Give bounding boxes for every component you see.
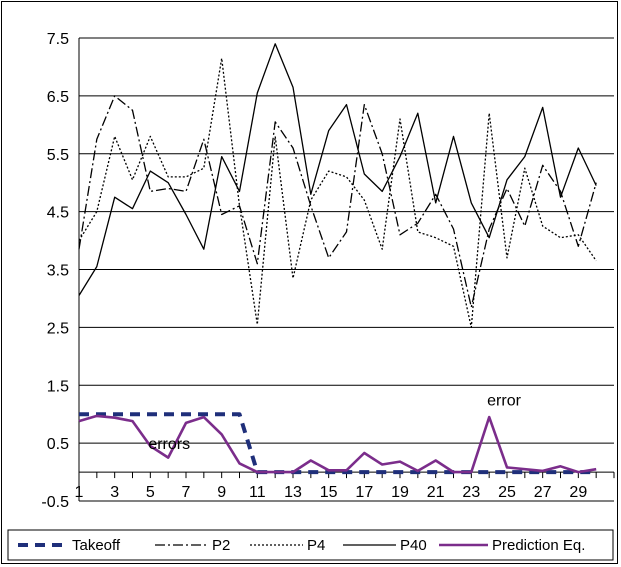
legend-label: P4 [307,537,325,554]
x-tick-label: 13 [284,484,302,501]
x-tick-label: 7 [182,484,191,501]
x-tick-label: 19 [391,484,409,501]
legend-label: P40 [400,537,427,554]
y-tick-label: 3.5 [47,263,69,280]
series-line-p40 [78,43,597,296]
y-tick-label: 7.5 [47,31,69,48]
series-line-takeoff [79,412,597,475]
x-tick-label: 9 [217,484,226,501]
y-tick-label: 5.5 [47,147,69,164]
x-tick-label: 27 [534,484,552,501]
x-tick-label: 21 [427,484,445,501]
x-tick-label: 23 [462,484,480,501]
x-tick-label: 17 [355,484,373,501]
y-tick-label: 6.5 [47,89,69,106]
x-tick-label: 29 [569,484,587,501]
y-tick-label: 0.5 [47,436,69,453]
annotation-label: error [487,393,521,410]
x-tick-label: 15 [320,484,338,501]
series-line-p4 [78,57,597,329]
y-tick-label: 4.5 [47,205,69,222]
legend-label: Prediction Eq. [492,537,585,554]
y-tick-label: 2.5 [47,320,69,337]
legend-label: P2 [212,537,230,554]
legend-label: Takeoff [72,537,121,554]
x-tick-label: 11 [249,484,266,501]
x-tick-label: 3 [110,484,119,501]
x-tick-label: 5 [146,484,155,501]
annotation-label: errors [148,436,190,453]
x-tick-label: 25 [498,484,516,501]
y-tick-label: 1.5 [47,378,69,395]
y-tick-label: -0.5 [41,494,69,511]
series-line-prediction-eq [78,414,597,474]
x-tick-label: 1 [75,484,84,501]
series-line-p2 [78,95,597,308]
legend [7,529,614,561]
